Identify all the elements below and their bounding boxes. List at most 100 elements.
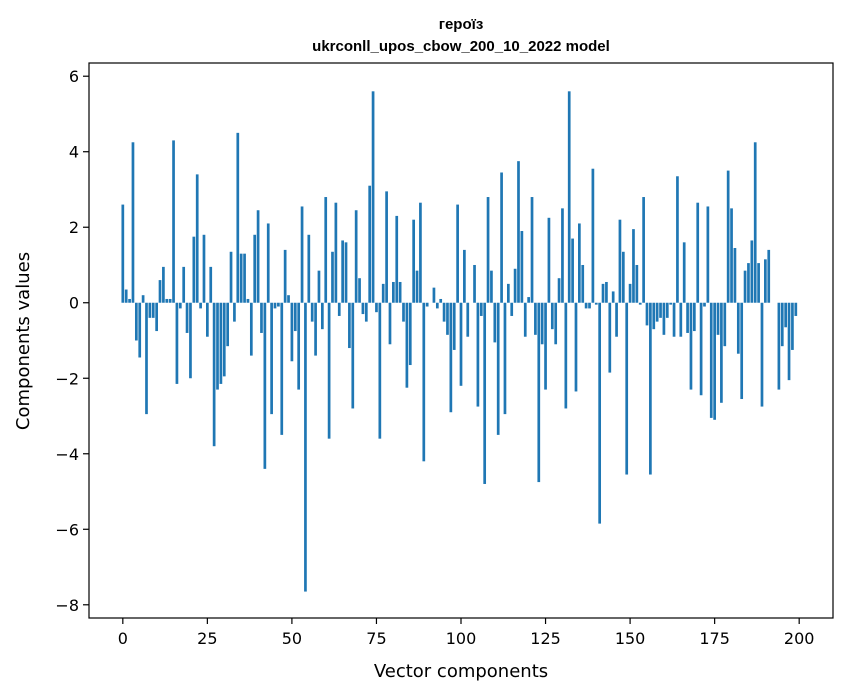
bar	[618, 219, 622, 303]
bar	[293, 302, 297, 332]
bar	[530, 197, 534, 303]
bar	[564, 302, 568, 409]
bar	[253, 234, 257, 303]
bar	[490, 270, 493, 303]
bar	[557, 278, 561, 303]
bar	[703, 302, 706, 307]
bar	[297, 302, 301, 390]
bar	[780, 302, 784, 347]
bar	[655, 302, 659, 322]
bar	[300, 206, 304, 303]
bar	[307, 234, 311, 303]
bar	[747, 263, 750, 303]
bar	[287, 295, 290, 303]
x-tick-label: 50	[282, 629, 302, 648]
bar	[419, 202, 422, 303]
y-tick-label: 2	[69, 218, 79, 237]
bar	[550, 302, 554, 330]
bar	[638, 302, 642, 305]
bar	[432, 287, 436, 303]
bar	[706, 206, 710, 303]
bar	[686, 302, 689, 333]
bar	[381, 283, 385, 303]
bar	[574, 302, 578, 392]
bar	[449, 302, 453, 413]
bar	[155, 302, 158, 332]
bar	[266, 223, 270, 303]
bar	[544, 302, 547, 390]
bar	[304, 302, 307, 592]
bar	[131, 142, 135, 303]
bar	[642, 197, 645, 303]
bar	[192, 236, 196, 303]
bar	[199, 302, 202, 309]
bar	[229, 251, 233, 303]
x-tick-label: 100	[446, 629, 477, 648]
bar	[743, 270, 747, 303]
bar	[567, 91, 571, 303]
bar	[439, 298, 443, 303]
bar	[145, 302, 148, 415]
bar	[277, 302, 280, 307]
bar	[527, 297, 530, 303]
bar	[280, 302, 284, 435]
bar	[625, 302, 629, 475]
bar	[256, 210, 260, 303]
bar	[689, 302, 693, 390]
bar	[165, 298, 169, 303]
x-tick-label: 25	[197, 629, 217, 648]
bar	[385, 191, 388, 303]
bar	[212, 302, 216, 447]
bar	[209, 266, 213, 303]
bar	[290, 302, 294, 362]
bar	[513, 268, 517, 303]
bar	[669, 302, 673, 305]
bar	[473, 264, 476, 303]
bar	[716, 302, 720, 335]
bar	[337, 302, 341, 316]
bar	[270, 302, 273, 415]
bar	[162, 266, 165, 303]
bar	[395, 215, 399, 303]
bar	[128, 298, 131, 303]
bar	[138, 302, 142, 358]
bar	[605, 281, 608, 303]
bar	[452, 302, 456, 350]
bar	[358, 278, 361, 303]
bar	[151, 302, 155, 318]
bar	[233, 302, 236, 322]
bar	[520, 231, 524, 303]
bars-group	[121, 91, 798, 592]
bar	[222, 302, 226, 377]
y-axis-label: Components values	[13, 252, 34, 430]
bar	[554, 302, 558, 345]
bar	[662, 302, 666, 335]
bar	[682, 242, 686, 303]
bar	[243, 253, 246, 303]
bar	[594, 302, 598, 305]
bar	[178, 302, 182, 309]
bar	[216, 302, 219, 390]
bar	[361, 302, 365, 315]
x-tick-label: 200	[784, 629, 815, 648]
bar	[794, 302, 798, 316]
bar	[764, 259, 767, 303]
bar	[408, 302, 412, 366]
bar	[791, 302, 794, 350]
bar	[730, 208, 733, 303]
bar	[709, 302, 713, 418]
y-tick-label: −4	[55, 445, 79, 464]
bar	[226, 302, 230, 347]
bar	[422, 302, 426, 462]
bar	[483, 302, 487, 484]
bar	[753, 142, 757, 303]
bar	[523, 302, 527, 337]
bar	[239, 253, 243, 303]
bar	[344, 242, 348, 303]
bar	[736, 302, 740, 354]
y-axis-ticks: −8 −6 −4 −2 0 2 4 6	[55, 67, 89, 615]
bar	[740, 302, 744, 400]
bar	[236, 132, 240, 303]
bar	[692, 302, 696, 332]
bar	[249, 302, 253, 356]
